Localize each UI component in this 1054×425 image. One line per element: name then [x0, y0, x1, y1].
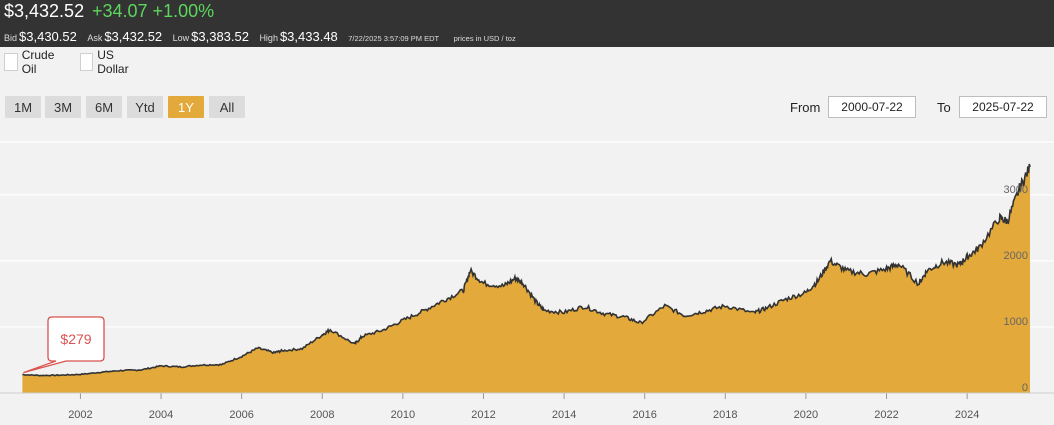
- crude-oil-checkbox[interactable]: [4, 53, 18, 71]
- price-units: prices in USD / toz: [453, 34, 516, 43]
- x-tick-label: 2020: [794, 409, 818, 421]
- x-tick-label: 2024: [955, 409, 979, 421]
- high-label: High: [259, 33, 278, 43]
- x-tick-label: 2008: [310, 409, 334, 421]
- timestamp: 7/22/2025 3:57:09 PM EDT: [348, 34, 440, 43]
- us-dollar-label: US Dollar: [97, 48, 129, 76]
- from-date-input[interactable]: [828, 96, 916, 118]
- high-value: $3,433.48: [279, 29, 338, 44]
- to-date-input[interactable]: [959, 96, 1047, 118]
- x-tick-label: 2010: [391, 409, 415, 421]
- x-tick-label: 2022: [874, 409, 898, 421]
- price-change: +34.07 +1.00%: [92, 1, 215, 21]
- y-tick-label: 2000: [1004, 250, 1028, 262]
- ask-label: Ask: [87, 33, 103, 43]
- x-tick-label: 2018: [713, 409, 737, 421]
- to-label: To: [937, 100, 951, 115]
- x-tick-label: 2006: [229, 409, 253, 421]
- overlay-us-dollar[interactable]: US Dollar: [80, 48, 133, 76]
- crude-oil-label: Crude Oil: [21, 48, 55, 76]
- range-button-6m[interactable]: 6M: [86, 96, 122, 118]
- low-label: Low: [172, 33, 190, 43]
- x-tick-label: 2014: [552, 409, 576, 421]
- price-line: [22, 163, 1031, 377]
- y-tick-label: 0: [1022, 382, 1028, 394]
- range-button-ytd[interactable]: Ytd: [127, 96, 163, 118]
- x-tick-label: 2004: [149, 409, 173, 421]
- quote-details: Bid $3,430.52 Ask $3,432.52 Low $3,383.52 H…: [4, 28, 516, 46]
- callout-label: $279: [60, 331, 91, 347]
- range-button-1m[interactable]: 1M: [5, 96, 41, 118]
- ask-value: $3,432.52: [104, 29, 163, 44]
- range-button-1y[interactable]: 1Y: [168, 96, 204, 118]
- range-button-3m[interactable]: 3M: [45, 96, 81, 118]
- quote-bar: $3,432.52 +34.07 +1.00% Bid $3,430.52 Ask…: [0, 0, 1054, 47]
- y-tick-label: 3000: [1004, 184, 1028, 196]
- us-dollar-checkbox[interactable]: [80, 53, 94, 71]
- bid-value: $3,430.52: [19, 29, 77, 44]
- low-value: $3,383.52: [191, 29, 249, 44]
- range-button-all[interactable]: All: [209, 96, 245, 118]
- x-tick-label: 2012: [471, 409, 495, 421]
- overlay-crude-oil[interactable]: Crude Oil: [4, 48, 59, 76]
- price-callout: [23, 316, 105, 374]
- from-label: From: [790, 100, 821, 115]
- y-tick-label: 1000: [1004, 316, 1028, 328]
- x-tick-label: 2016: [632, 409, 656, 421]
- bid-label: Bid: [4, 33, 18, 43]
- x-tick-label: 2002: [68, 409, 92, 421]
- current-price: $3,432.52: [4, 1, 85, 21]
- price-area: [22, 164, 1030, 393]
